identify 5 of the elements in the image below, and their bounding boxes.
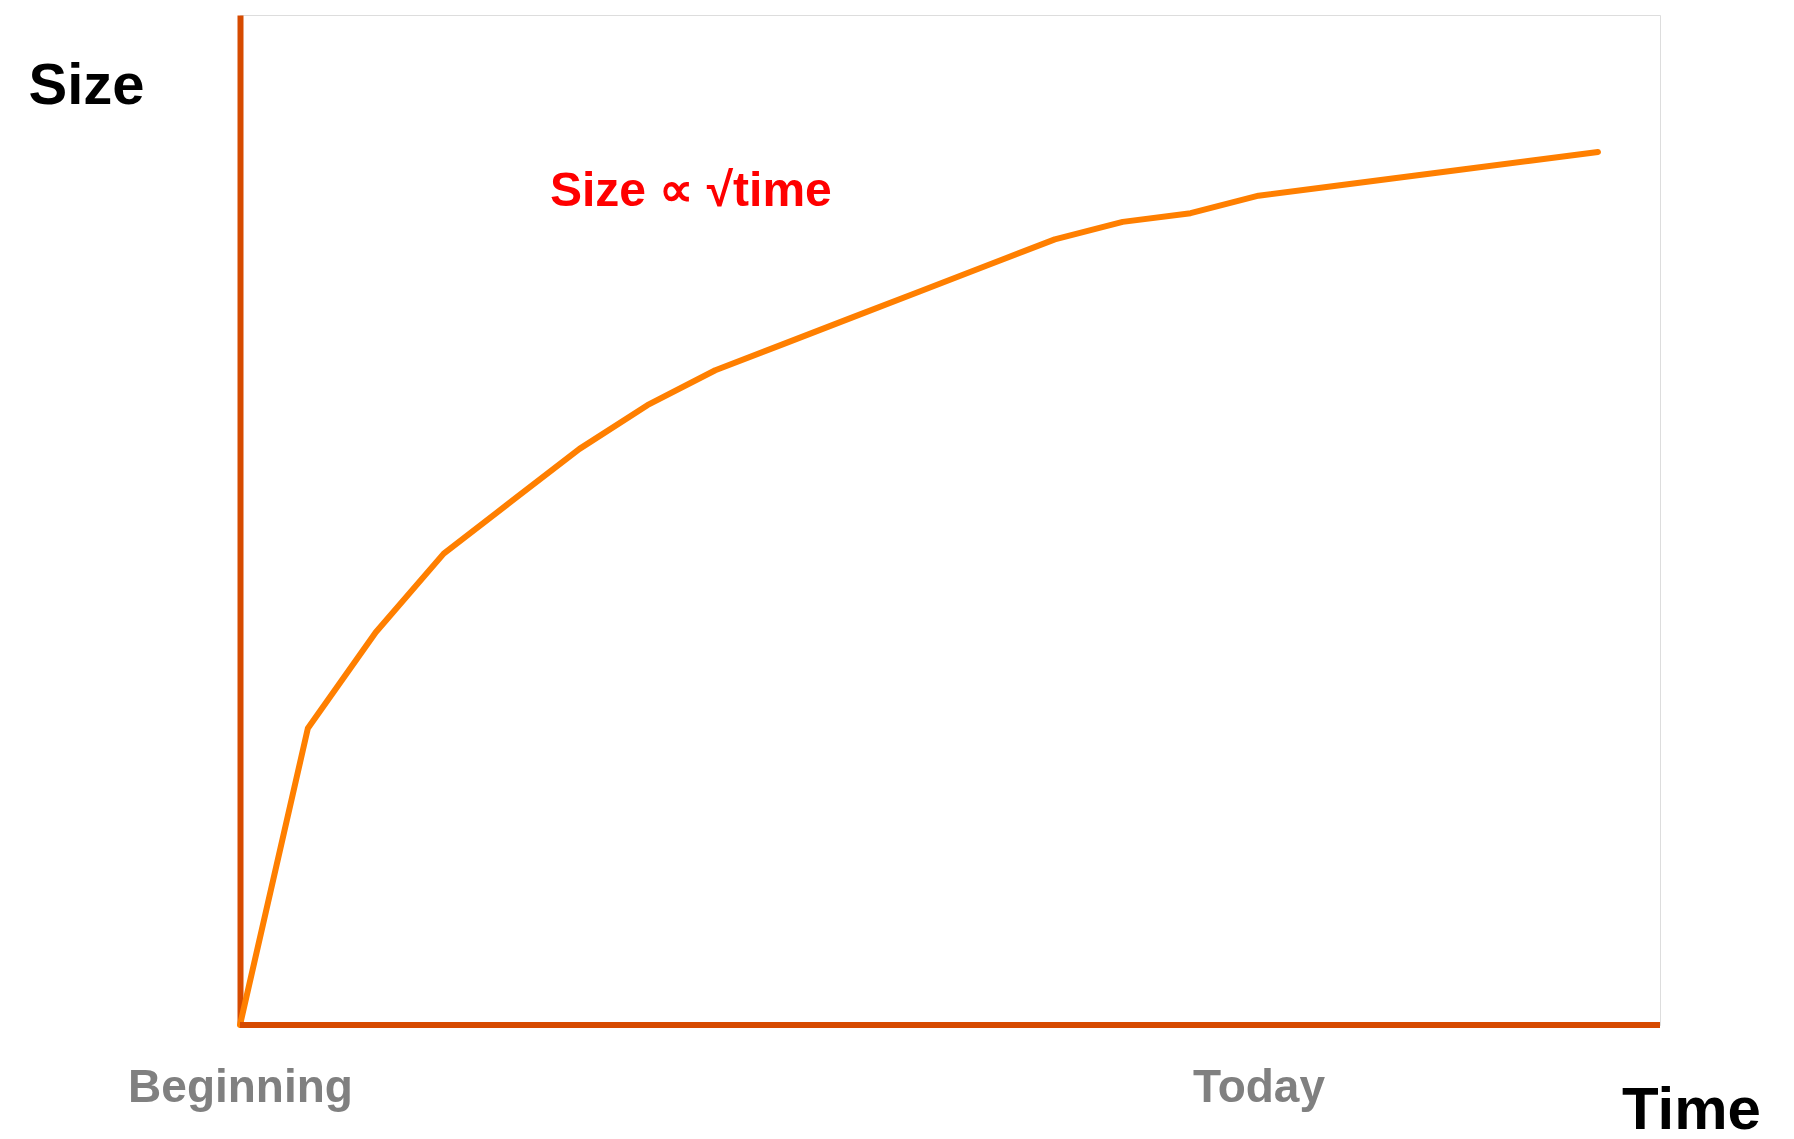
x-tick-label: Today — [1192, 1059, 1326, 1112]
x-axis-title: Time — [1622, 1074, 1761, 1139]
x-tick-label: Beginning — [128, 1059, 353, 1112]
annotation: Size ∝ √time — [550, 163, 832, 216]
y-axis-title: Size — [28, 50, 145, 116]
